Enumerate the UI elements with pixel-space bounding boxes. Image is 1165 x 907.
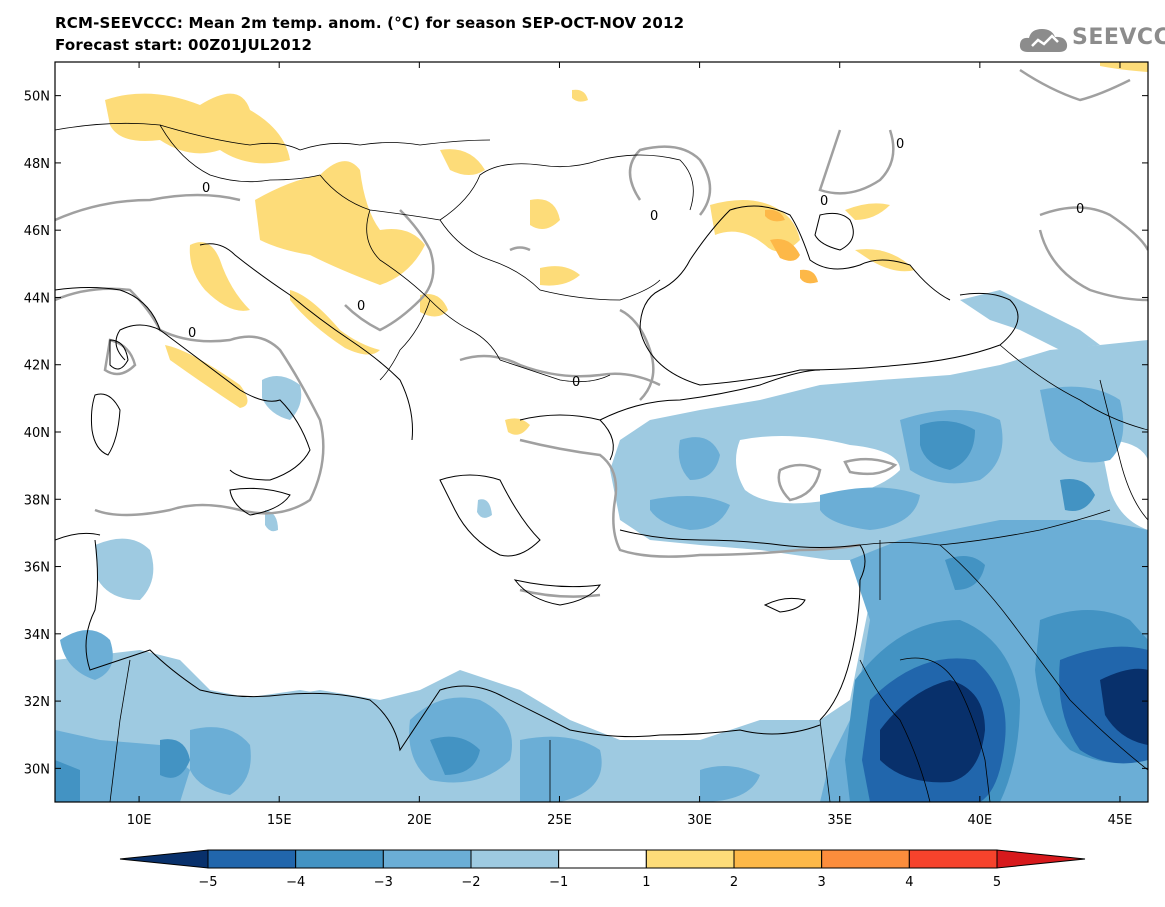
lon-tick-label: 10E	[127, 813, 152, 828]
contour-label: 0	[202, 181, 210, 196]
contour-label: 0	[650, 209, 658, 224]
lon-tick-label: 30E	[687, 813, 712, 828]
colorbar-segment	[558, 849, 647, 869]
contour-label: 0	[572, 375, 580, 390]
cloud-icon	[1019, 29, 1068, 52]
colorbar-segment	[382, 849, 472, 869]
lat-tick-label: 40N	[24, 426, 50, 441]
country-borders	[55, 122, 1148, 802]
colorbar-level-label: −1	[549, 875, 568, 890]
colorbar-level-label: 4	[905, 875, 913, 890]
logo-text: SEEVCCC	[1072, 25, 1165, 50]
lat-tick-label: 34N	[24, 628, 50, 643]
anomaly-field-warm-strong	[765, 209, 818, 284]
colorbar-level-label: −5	[198, 875, 217, 890]
colorbar-level-label: −3	[374, 875, 393, 890]
colorbar-segment	[733, 849, 823, 869]
lat-tick-label: 44N	[24, 291, 50, 306]
colorbar-segment	[645, 849, 735, 869]
lon-tick-label: 35E	[827, 813, 852, 828]
map-plot-area: 0 0 0 0 0 0 0 0	[55, 62, 1148, 802]
colorbar-underflow-triangle	[119, 849, 209, 869]
colorbar-level-label: 3	[818, 875, 826, 890]
lon-tick-label: 40E	[967, 813, 992, 828]
lat-tick-label: 36N	[24, 561, 50, 576]
axis-ticks: 50N 48N 46N 44N 42N 40N 38N 36N 34N 32N 30N 10E 15E 2…	[24, 62, 1148, 828]
colorbar-level-label: −4	[286, 875, 305, 890]
anomaly-field-neutral	[55, 436, 1148, 760]
lat-tick-label: 30N	[24, 762, 50, 777]
contour-label: 0	[1076, 202, 1084, 217]
lat-tick-label: 48N	[24, 157, 50, 172]
colorbar-segment	[821, 849, 910, 869]
anomaly-field-extreme	[880, 668, 1148, 783]
contour-labels: 0 0 0 0 0 0 0 0	[188, 137, 1084, 390]
anomaly-field-warm	[105, 62, 1148, 435]
colorbar: −5 −4 −3 −2 −1 1 2 3 4 5	[119, 849, 1086, 890]
zero-contours	[55, 68, 1148, 598]
lon-tick-label: 25E	[547, 813, 572, 828]
contour-label: 0	[820, 194, 828, 209]
lat-tick-label: 32N	[24, 695, 50, 710]
map-title: RCM-SEEVCCC: Mean 2m temp. anom. (°C) fo…	[55, 14, 685, 32]
lat-tick-label: 50N	[24, 90, 50, 105]
forecast-start-subtitle: Forecast start: 00Z01JUL2012	[55, 36, 313, 54]
contour-label: 0	[188, 326, 196, 341]
contour-label: 0	[357, 299, 365, 314]
colorbar-segment	[908, 849, 998, 869]
lat-tick-label: 42N	[24, 359, 50, 374]
lon-tick-label: 45E	[1108, 813, 1133, 828]
lat-tick-label: 46N	[24, 224, 50, 239]
colorbar-level-label: −2	[461, 875, 480, 890]
coastlines	[55, 205, 1019, 752]
colorbar-overflow-triangle	[996, 849, 1086, 869]
seevccc-logo: SEEVCCC	[1018, 22, 1165, 56]
colorbar-level-label: 2	[730, 875, 738, 890]
lon-tick-label: 20E	[407, 813, 432, 828]
colorbar-segment	[295, 849, 384, 869]
colorbar-level-label: 1	[642, 875, 650, 890]
colorbar-segment	[470, 849, 560, 869]
colorbar-level-label: 5	[993, 875, 1001, 890]
contour-label: 0	[896, 137, 904, 152]
colorbar-segment	[207, 849, 297, 869]
lon-tick-label: 15E	[267, 813, 292, 828]
lat-tick-label: 38N	[24, 493, 50, 508]
